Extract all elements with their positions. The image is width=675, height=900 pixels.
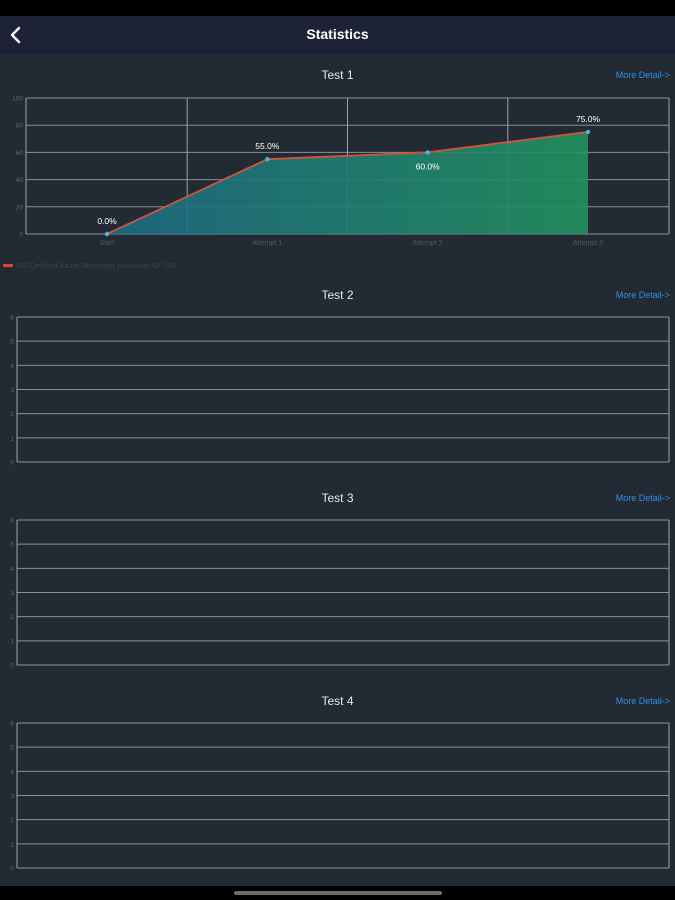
y-tick-label: 1 [10, 638, 14, 645]
y-tick-label: 80 [16, 123, 24, 130]
y-tick-label: 2 [10, 614, 14, 621]
series-area [107, 132, 588, 234]
y-tick-label: 0 [10, 866, 14, 873]
chart-test-4: 0 1 2 3 4 5 6 [10, 721, 670, 873]
y-tick-label: 4 [10, 566, 14, 573]
chart-test-1: 0 20 40 60 80 100 0.0% Start 55.0% Attempt 1 60.0%… [12, 96, 670, 247]
y-tick-label: 6 [10, 315, 14, 322]
y-tick-label: 6 [10, 721, 14, 728]
home-indicator[interactable] [234, 891, 442, 895]
data-label: 55.0% [255, 141, 280, 151]
y-tick-label: 4 [10, 363, 14, 370]
y-tick-label: 1 [10, 841, 14, 848]
chart-legend: MS-Certified Azure Developer Associate A… [3, 259, 176, 271]
y-tick-label: 6 [10, 518, 14, 525]
navigation-bar: Statistics [0, 16, 675, 54]
y-tick-label: 0 [19, 232, 23, 239]
data-label: 60.0% [416, 161, 441, 171]
data-point [425, 150, 430, 155]
y-tick-label: 3 [10, 793, 14, 800]
x-tick-label: Attempt 2 [413, 240, 443, 247]
data-point [104, 231, 110, 237]
y-tick-label: 5 [10, 542, 14, 549]
x-tick-label: Attempt 3 [573, 240, 603, 247]
chart-test-3: 0 1 2 3 4 5 6 [10, 518, 670, 670]
y-tick-label: 0 [10, 663, 14, 670]
x-tick-label: Start [100, 240, 115, 247]
y-tick-label: 5 [10, 745, 14, 752]
more-detail-link-test-1[interactable]: More Detail-> [615, 70, 670, 80]
y-tick-label: 3 [10, 387, 14, 394]
more-detail-link-test-3[interactable]: More Detail-> [615, 493, 670, 503]
section-title-test-3: Test 3 [321, 491, 354, 505]
data-point [585, 129, 591, 135]
y-tick-label: 0 [10, 460, 14, 467]
y-tick-label: 3 [10, 590, 14, 597]
more-detail-link-test-2[interactable]: More Detail-> [615, 290, 670, 300]
more-detail-link-test-4[interactable]: More Detail-> [615, 696, 670, 706]
x-tick-label: Attempt 1 [252, 240, 282, 247]
legend-label: MS-Certified Azure Developer Associate A… [16, 260, 176, 270]
legend-swatch [3, 263, 13, 267]
data-label: 0.0% [97, 216, 117, 226]
y-tick-label: 2 [10, 411, 14, 418]
chevron-left-icon[interactable] [6, 25, 26, 45]
data-point [265, 157, 270, 162]
section-title-test-2: Test 2 [321, 288, 354, 302]
section-title-test-1: Test 1 [321, 68, 354, 82]
y-tick-label: 40 [16, 177, 24, 184]
y-tick-label: 5 [10, 339, 14, 346]
section-title-test-4: Test 4 [321, 694, 354, 708]
y-tick-label: 2 [10, 817, 14, 824]
y-tick-label: 4 [10, 769, 14, 776]
y-tick-label: 100 [12, 96, 23, 103]
y-tick-label: 1 [10, 435, 14, 442]
y-tick-label: 20 [16, 204, 24, 211]
y-tick-label: 60 [16, 150, 24, 157]
chart-test-2: 0 1 2 3 4 5 6 [10, 315, 670, 467]
data-label: 75.0% [576, 114, 601, 124]
series-line [106, 131, 589, 235]
page-title: Statistics [306, 26, 369, 42]
